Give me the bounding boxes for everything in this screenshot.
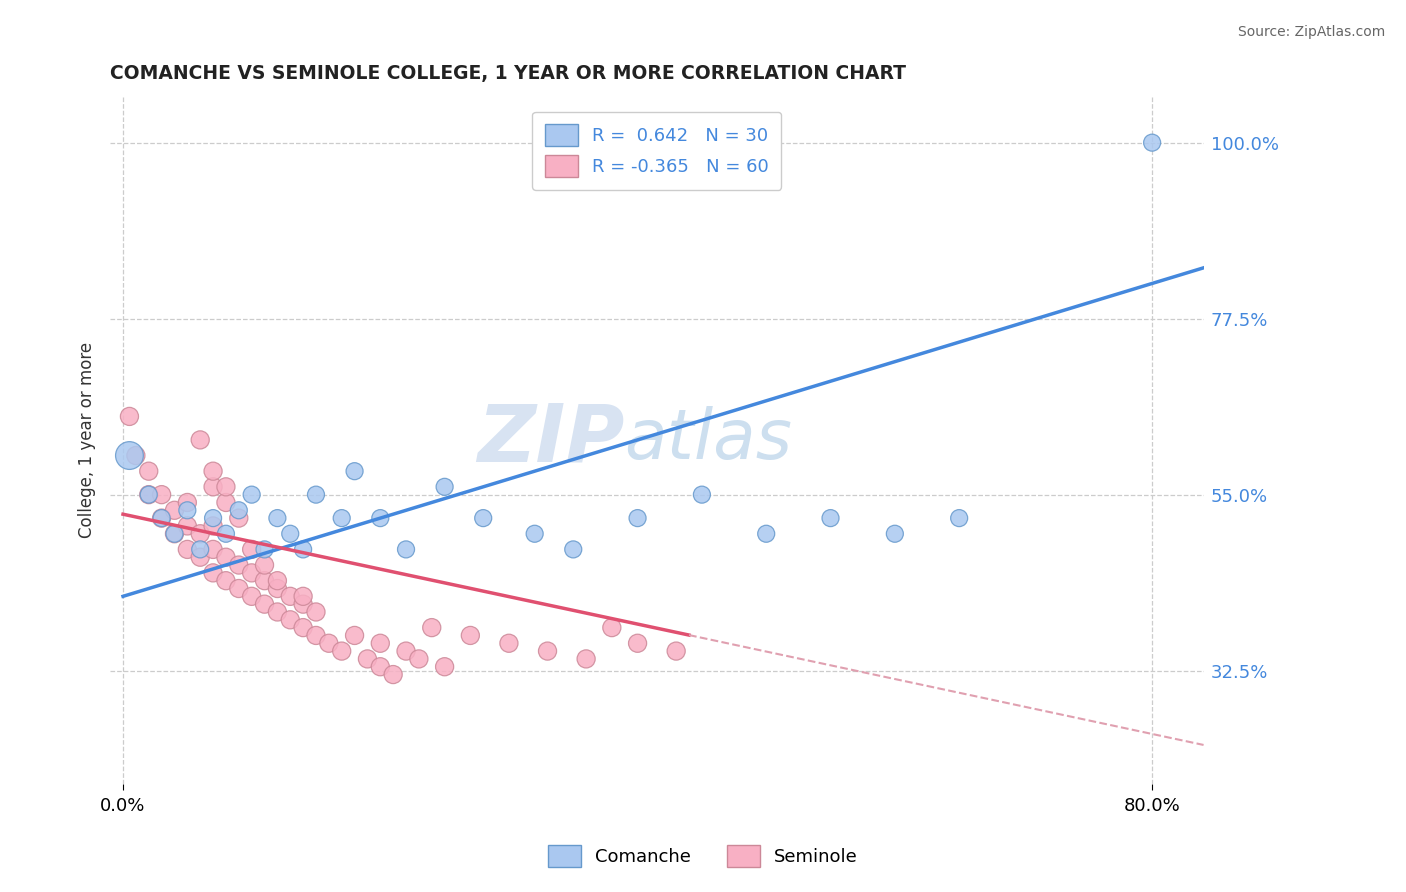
Point	[318, 636, 340, 650]
Point	[253, 574, 276, 588]
Point	[305, 488, 328, 502]
Point	[150, 488, 173, 502]
Point	[1140, 136, 1163, 150]
Point	[202, 519, 225, 533]
Point	[118, 409, 141, 424]
Point	[163, 526, 186, 541]
Point	[228, 503, 250, 517]
Point	[665, 644, 688, 658]
Point	[240, 542, 263, 557]
Point	[820, 511, 842, 525]
Point	[138, 488, 160, 502]
Y-axis label: College, 1 year or more: College, 1 year or more	[79, 342, 96, 538]
Point	[228, 558, 250, 572]
Point	[176, 495, 198, 509]
Point	[163, 526, 186, 541]
Point	[176, 503, 198, 517]
Point	[330, 511, 353, 525]
Point	[176, 542, 198, 557]
Point	[292, 597, 315, 611]
Text: atlas: atlas	[624, 407, 792, 474]
Point	[240, 590, 263, 604]
Point	[266, 574, 288, 588]
Point	[408, 652, 430, 666]
Point	[138, 464, 160, 478]
Point	[472, 511, 495, 525]
Point	[948, 511, 970, 525]
Point	[215, 550, 238, 565]
Point	[343, 464, 366, 478]
Point	[125, 449, 148, 463]
Point	[562, 542, 585, 557]
Point	[253, 558, 276, 572]
Legend: Comanche, Seminole: Comanche, Seminole	[541, 838, 865, 874]
Text: ZIP: ZIP	[477, 401, 624, 479]
Legend: R =  0.642   N = 30, R = -0.365   N = 60: R = 0.642 N = 30, R = -0.365 N = 60	[533, 112, 782, 190]
Point	[278, 526, 301, 541]
Point	[215, 574, 238, 588]
Point	[368, 636, 391, 650]
Point	[202, 566, 225, 580]
Point	[690, 488, 713, 502]
Point	[755, 526, 778, 541]
Point	[330, 644, 353, 658]
Point	[420, 621, 443, 635]
Point	[395, 644, 418, 658]
Point	[150, 511, 173, 525]
Point	[292, 590, 315, 604]
Point	[368, 659, 391, 673]
Point	[202, 542, 225, 557]
Point	[433, 659, 456, 673]
Point	[228, 582, 250, 596]
Point	[215, 526, 238, 541]
Point	[176, 519, 198, 533]
Point	[266, 582, 288, 596]
Point	[253, 542, 276, 557]
Point	[498, 636, 520, 650]
Point	[626, 511, 648, 525]
Point	[163, 503, 186, 517]
Point	[305, 605, 328, 619]
Text: COMANCHE VS SEMINOLE COLLEGE, 1 YEAR OR MORE CORRELATION CHART: COMANCHE VS SEMINOLE COLLEGE, 1 YEAR OR …	[110, 64, 905, 83]
Point	[883, 526, 905, 541]
Point	[523, 526, 546, 541]
Text: Source: ZipAtlas.com: Source: ZipAtlas.com	[1237, 25, 1385, 39]
Point	[240, 566, 263, 580]
Point	[356, 652, 378, 666]
Point	[575, 652, 598, 666]
Point	[188, 550, 211, 565]
Point	[150, 511, 173, 525]
Point	[266, 605, 288, 619]
Point	[626, 636, 648, 650]
Point	[382, 667, 405, 681]
Point	[202, 464, 225, 478]
Point	[188, 526, 211, 541]
Point	[278, 590, 301, 604]
Point	[138, 488, 160, 502]
Point	[202, 511, 225, 525]
Point	[395, 542, 418, 557]
Point	[433, 480, 456, 494]
Point	[253, 597, 276, 611]
Point	[460, 628, 482, 642]
Point	[368, 511, 391, 525]
Point	[215, 480, 238, 494]
Point	[266, 511, 288, 525]
Point	[118, 449, 141, 463]
Point	[536, 644, 558, 658]
Point	[188, 433, 211, 447]
Point	[202, 480, 225, 494]
Point	[240, 488, 263, 502]
Point	[292, 542, 315, 557]
Point	[278, 613, 301, 627]
Point	[292, 621, 315, 635]
Point	[228, 511, 250, 525]
Point	[215, 495, 238, 509]
Point	[305, 628, 328, 642]
Point	[188, 542, 211, 557]
Point	[600, 621, 623, 635]
Point	[343, 628, 366, 642]
